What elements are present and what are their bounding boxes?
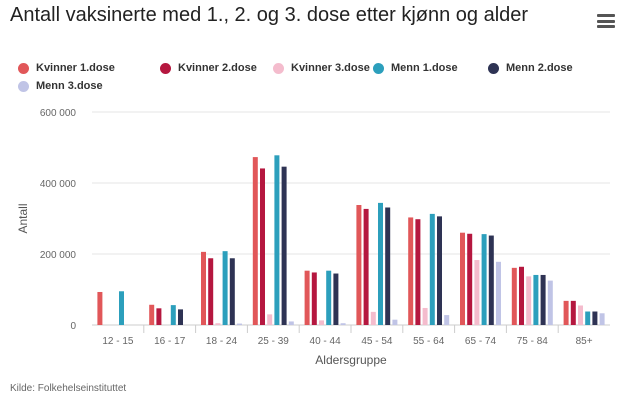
legend-item-menn-2-dose[interactable]: Menn 2.dose — [488, 60, 573, 76]
legend-marker — [373, 62, 384, 74]
legend-marker — [273, 62, 284, 74]
bar-menn-2-dose-65-74[interactable] — [488, 235, 494, 325]
legend-item-kvinner-1-dose[interactable]: Kvinner 1.dose — [18, 60, 115, 76]
bar-menn-1-dose-25-39[interactable] — [274, 155, 280, 325]
hamburger-menu-icon[interactable] — [597, 14, 615, 30]
bar-menn-1-dose-18-24[interactable] — [222, 251, 228, 325]
bar-kvinner-3-dose-45-54[interactable] — [370, 311, 376, 325]
bar-menn-2-dose-55-64[interactable] — [437, 216, 442, 325]
bar-menn-1-dose-55-64[interactable] — [429, 213, 435, 325]
bar-menn-2-dose-18-24[interactable] — [229, 258, 235, 325]
bar-menn-3-dose-18-24[interactable] — [237, 323, 242, 325]
bar-menn-3-dose-85+[interactable] — [599, 313, 605, 325]
bar-menn-3-dose-55-64[interactable] — [444, 315, 450, 325]
x-axis-title: Aldersgruppe — [315, 353, 387, 367]
x-tick-label: 16 - 17 — [154, 336, 186, 347]
bar-menn-3-dose-65-74[interactable] — [496, 261, 501, 325]
bar-kvinner-3-dose-85+[interactable] — [578, 305, 583, 325]
legend-label: Menn 2.dose — [506, 62, 573, 74]
legend-label: Menn 3.dose — [36, 80, 103, 92]
bar-kvinner-1-dose-55-64[interactable] — [408, 217, 414, 325]
legend-label: Kvinner 1.dose — [36, 62, 115, 74]
bar-menn-1-dose-16-17[interactable] — [170, 305, 176, 325]
bar-kvinner-2-dose-45-54[interactable] — [363, 208, 369, 325]
x-tick-label: 25 - 39 — [258, 336, 290, 347]
bar-kvinner-1-dose-45-54[interactable] — [356, 205, 362, 325]
bar-menn-1-dose-12-15[interactable] — [119, 291, 124, 325]
bar-kvinner-3-dose-65-74[interactable] — [474, 260, 480, 325]
bar-kvinner-2-dose-75-84[interactable] — [519, 266, 524, 325]
bar-menn-2-dose-85+[interactable] — [592, 311, 598, 325]
legend-item-kvinner-2-dose[interactable]: Kvinner 2.dose — [160, 60, 257, 76]
x-tick-label: 45 - 54 — [361, 336, 393, 347]
bar-menn-3-dose-25-39[interactable] — [288, 321, 294, 325]
chart-title: Antall vaksinerte med 1., 2. og 3. dose … — [10, 4, 529, 26]
bar-menn-1-dose-65-74[interactable] — [481, 234, 487, 325]
bar-kvinner-3-dose-40-44[interactable] — [319, 320, 324, 325]
bar-menn-1-dose-85+[interactable] — [585, 311, 591, 325]
legend-marker — [18, 80, 29, 92]
bar-menn-1-dose-45-54[interactable] — [378, 202, 383, 325]
bar-kvinner-1-dose-25-39[interactable] — [252, 157, 258, 325]
bar-menn-2-dose-75-84[interactable] — [540, 274, 546, 325]
x-tick-label: 55 - 64 — [413, 336, 445, 347]
legend-marker — [18, 62, 29, 74]
bar-kvinner-2-dose-40-44[interactable] — [311, 272, 317, 325]
bar-menn-2-dose-25-39[interactable] — [281, 166, 287, 325]
x-tick-label: 85+ — [576, 336, 593, 347]
legend-label: Kvinner 2.dose — [178, 62, 257, 74]
bar-menn-1-dose-40-44[interactable] — [326, 270, 332, 325]
bar-menn-1-dose-75-84[interactable] — [533, 274, 539, 325]
x-tick-label: 75 - 84 — [517, 336, 549, 347]
bar-kvinner-2-dose-65-74[interactable] — [467, 233, 473, 325]
legend-marker — [488, 62, 499, 74]
bar-kvinner-1-dose-18-24[interactable] — [201, 251, 206, 325]
bar-kvinner-1-dose-12-15[interactable] — [97, 291, 103, 325]
bar-menn-3-dose-75-84[interactable] — [547, 280, 553, 325]
y-tick-label: 600 000 — [40, 108, 77, 119]
bar-kvinner-2-dose-25-39[interactable] — [260, 168, 265, 325]
bar-kvinner-2-dose-18-24[interactable] — [208, 258, 214, 325]
y-tick-label: 0 — [70, 321, 76, 332]
bar-kvinner-1-dose-40-44[interactable] — [304, 270, 310, 325]
bar-kvinner-3-dose-55-64[interactable] — [422, 307, 428, 325]
legend-label: Menn 1.dose — [391, 62, 458, 74]
legend-marker — [160, 62, 171, 74]
bar-kvinner-2-dose-55-64[interactable] — [415, 219, 421, 325]
legend-item-menn-1-dose[interactable]: Menn 1.dose — [373, 60, 458, 76]
legend-item-kvinner-3-dose[interactable]: Kvinner 3.dose — [273, 60, 370, 76]
bar-kvinner-2-dose-85+[interactable] — [570, 300, 576, 325]
bar-menn-2-dose-40-44[interactable] — [333, 273, 339, 325]
bar-kvinner-3-dose-75-84[interactable] — [526, 276, 532, 325]
bar-kvinner-1-dose-65-74[interactable] — [460, 232, 465, 325]
y-axis-title: Antall — [16, 203, 30, 233]
bar-kvinner-1-dose-85+[interactable] — [563, 300, 569, 325]
y-tick-label: 200 000 — [40, 250, 77, 261]
bar-menn-3-dose-40-44[interactable] — [340, 323, 346, 325]
bar-menn-2-dose-45-54[interactable] — [385, 207, 391, 325]
bar-menn-2-dose-16-17[interactable] — [178, 309, 183, 325]
source-credit: Kilde: Folkehelseinstituttet — [10, 383, 127, 394]
y-tick-label: 400 000 — [40, 179, 77, 190]
bar-kvinner-3-dose-25-39[interactable] — [267, 314, 273, 325]
legend-item-menn-3-dose[interactable]: Menn 3.dose — [18, 78, 103, 94]
bar-kvinner-2-dose-16-17[interactable] — [156, 308, 162, 325]
legend-label: Kvinner 3.dose — [291, 62, 370, 74]
x-tick-label: 65 - 74 — [465, 336, 497, 347]
x-tick-label: 12 - 15 — [102, 336, 134, 347]
bar-kvinner-1-dose-75-84[interactable] — [511, 267, 517, 325]
x-tick-label: 18 - 24 — [206, 336, 238, 347]
x-tick-label: 40 - 44 — [310, 336, 342, 347]
bar-kvinner-3-dose-18-24[interactable] — [215, 323, 221, 325]
bar-menn-3-dose-45-54[interactable] — [392, 319, 398, 325]
bar-kvinner-1-dose-16-17[interactable] — [149, 304, 155, 325]
